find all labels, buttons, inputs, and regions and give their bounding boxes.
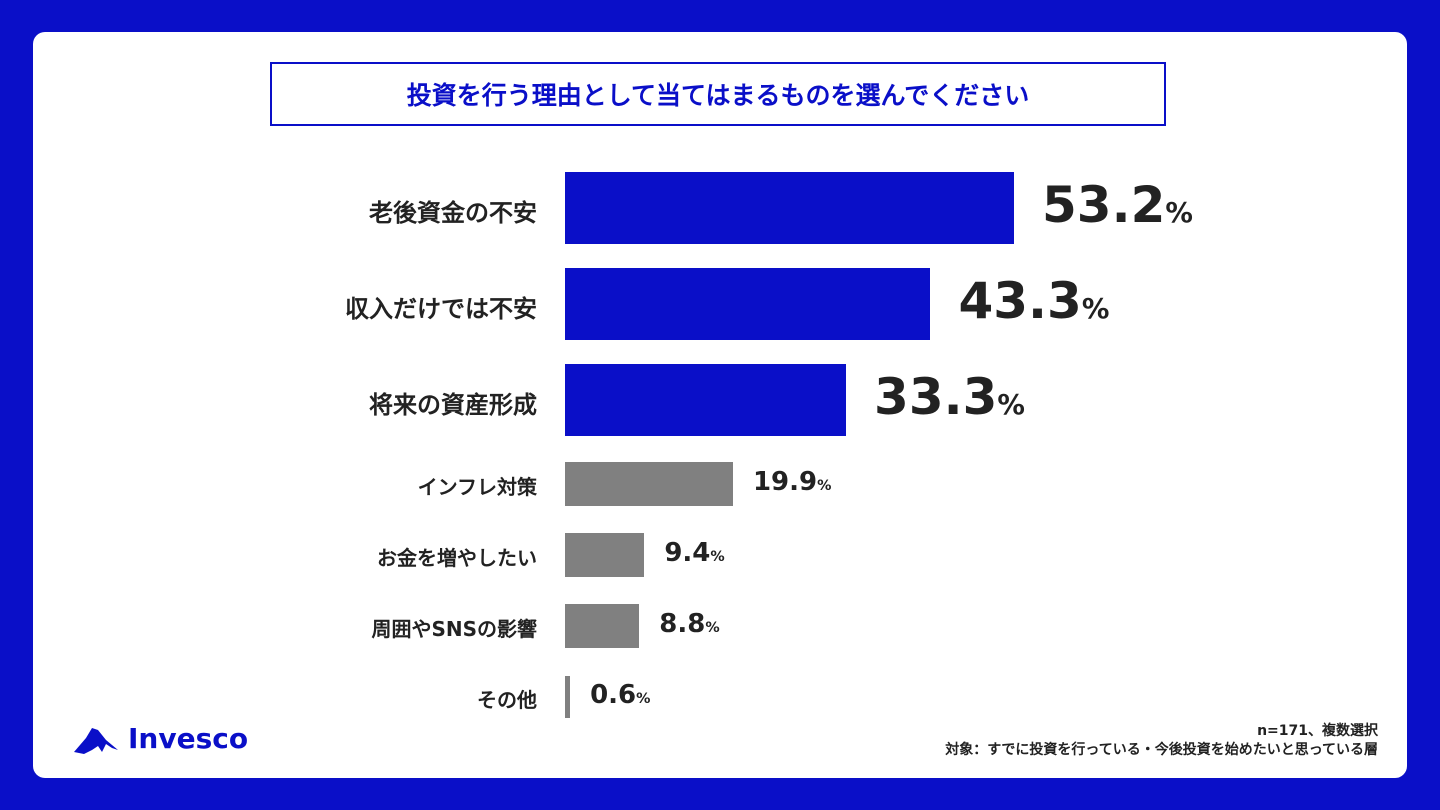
value-number: 33.3 (874, 368, 998, 426)
value-unit: % (710, 549, 725, 565)
bar (565, 364, 847, 436)
category-label: お金を増やしたい (377, 546, 537, 570)
sample-note: n=171、複数選択 (1257, 723, 1378, 739)
category-label: 収入だけでは不安 (345, 295, 537, 323)
value-number: 9.4 (664, 538, 711, 568)
value-number: 43.3 (958, 272, 1082, 330)
value-unit: % (636, 691, 651, 707)
value-label: 9.4% (664, 538, 724, 568)
value-unit: % (817, 478, 832, 494)
category-label: 老後資金の不安 (369, 199, 537, 227)
value-unit: % (705, 620, 720, 636)
bar (565, 533, 645, 577)
value-number: 53.2 (1042, 176, 1166, 234)
value-label: 53.2% (1042, 176, 1193, 234)
value-number: 19.9 (752, 467, 818, 497)
invesco-logo: Invesco (72, 722, 248, 755)
target-note: 対象：すでに投資を行っている・今後投資を始めたいと思っている層 (945, 742, 1378, 758)
bar (565, 172, 1014, 244)
value-number: 8.8 (659, 609, 706, 639)
value-label: 19.9% (753, 467, 831, 497)
bar (565, 676, 571, 718)
value-number: 0.6 (590, 680, 637, 710)
category-label: 周囲やSNSの影響 (371, 617, 537, 641)
footnote: n=171、複数選択 対象：すでに投資を行っている・今後投資を始めたいと思ってい… (945, 722, 1378, 760)
value-label: 43.3% (958, 272, 1109, 330)
value-unit: % (1081, 293, 1110, 325)
bar (565, 268, 931, 340)
category-label: その他 (477, 688, 537, 712)
mountain-logo-icon (74, 727, 118, 754)
bar (565, 462, 733, 506)
value-label: 0.6% (590, 680, 650, 710)
value-label: 8.8% (659, 609, 719, 639)
chart-title: 投資を行う理由として当てはまるものを選んでください (270, 62, 1166, 126)
logo-text: Invesco (128, 722, 249, 755)
value-label: 33.3% (874, 368, 1025, 426)
category-label: 将来の資産形成 (369, 391, 537, 419)
category-label: インフレ対策 (417, 475, 537, 499)
bar (565, 604, 640, 648)
value-unit: % (1165, 197, 1193, 229)
value-unit: % (997, 389, 1025, 421)
